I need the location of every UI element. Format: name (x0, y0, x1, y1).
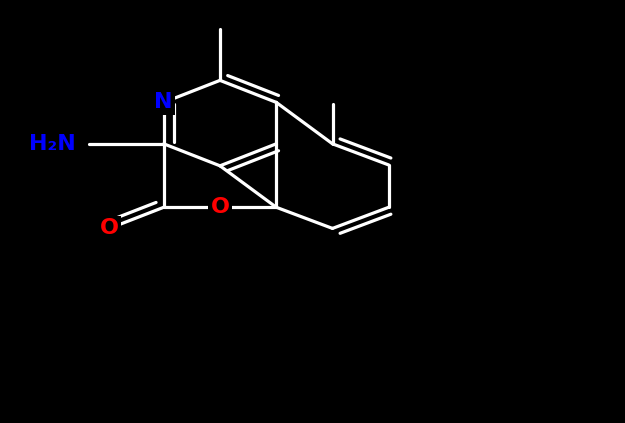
Text: O: O (100, 218, 119, 239)
Text: O: O (211, 197, 229, 217)
Text: H₂N: H₂N (29, 134, 76, 154)
Text: N: N (154, 92, 173, 113)
